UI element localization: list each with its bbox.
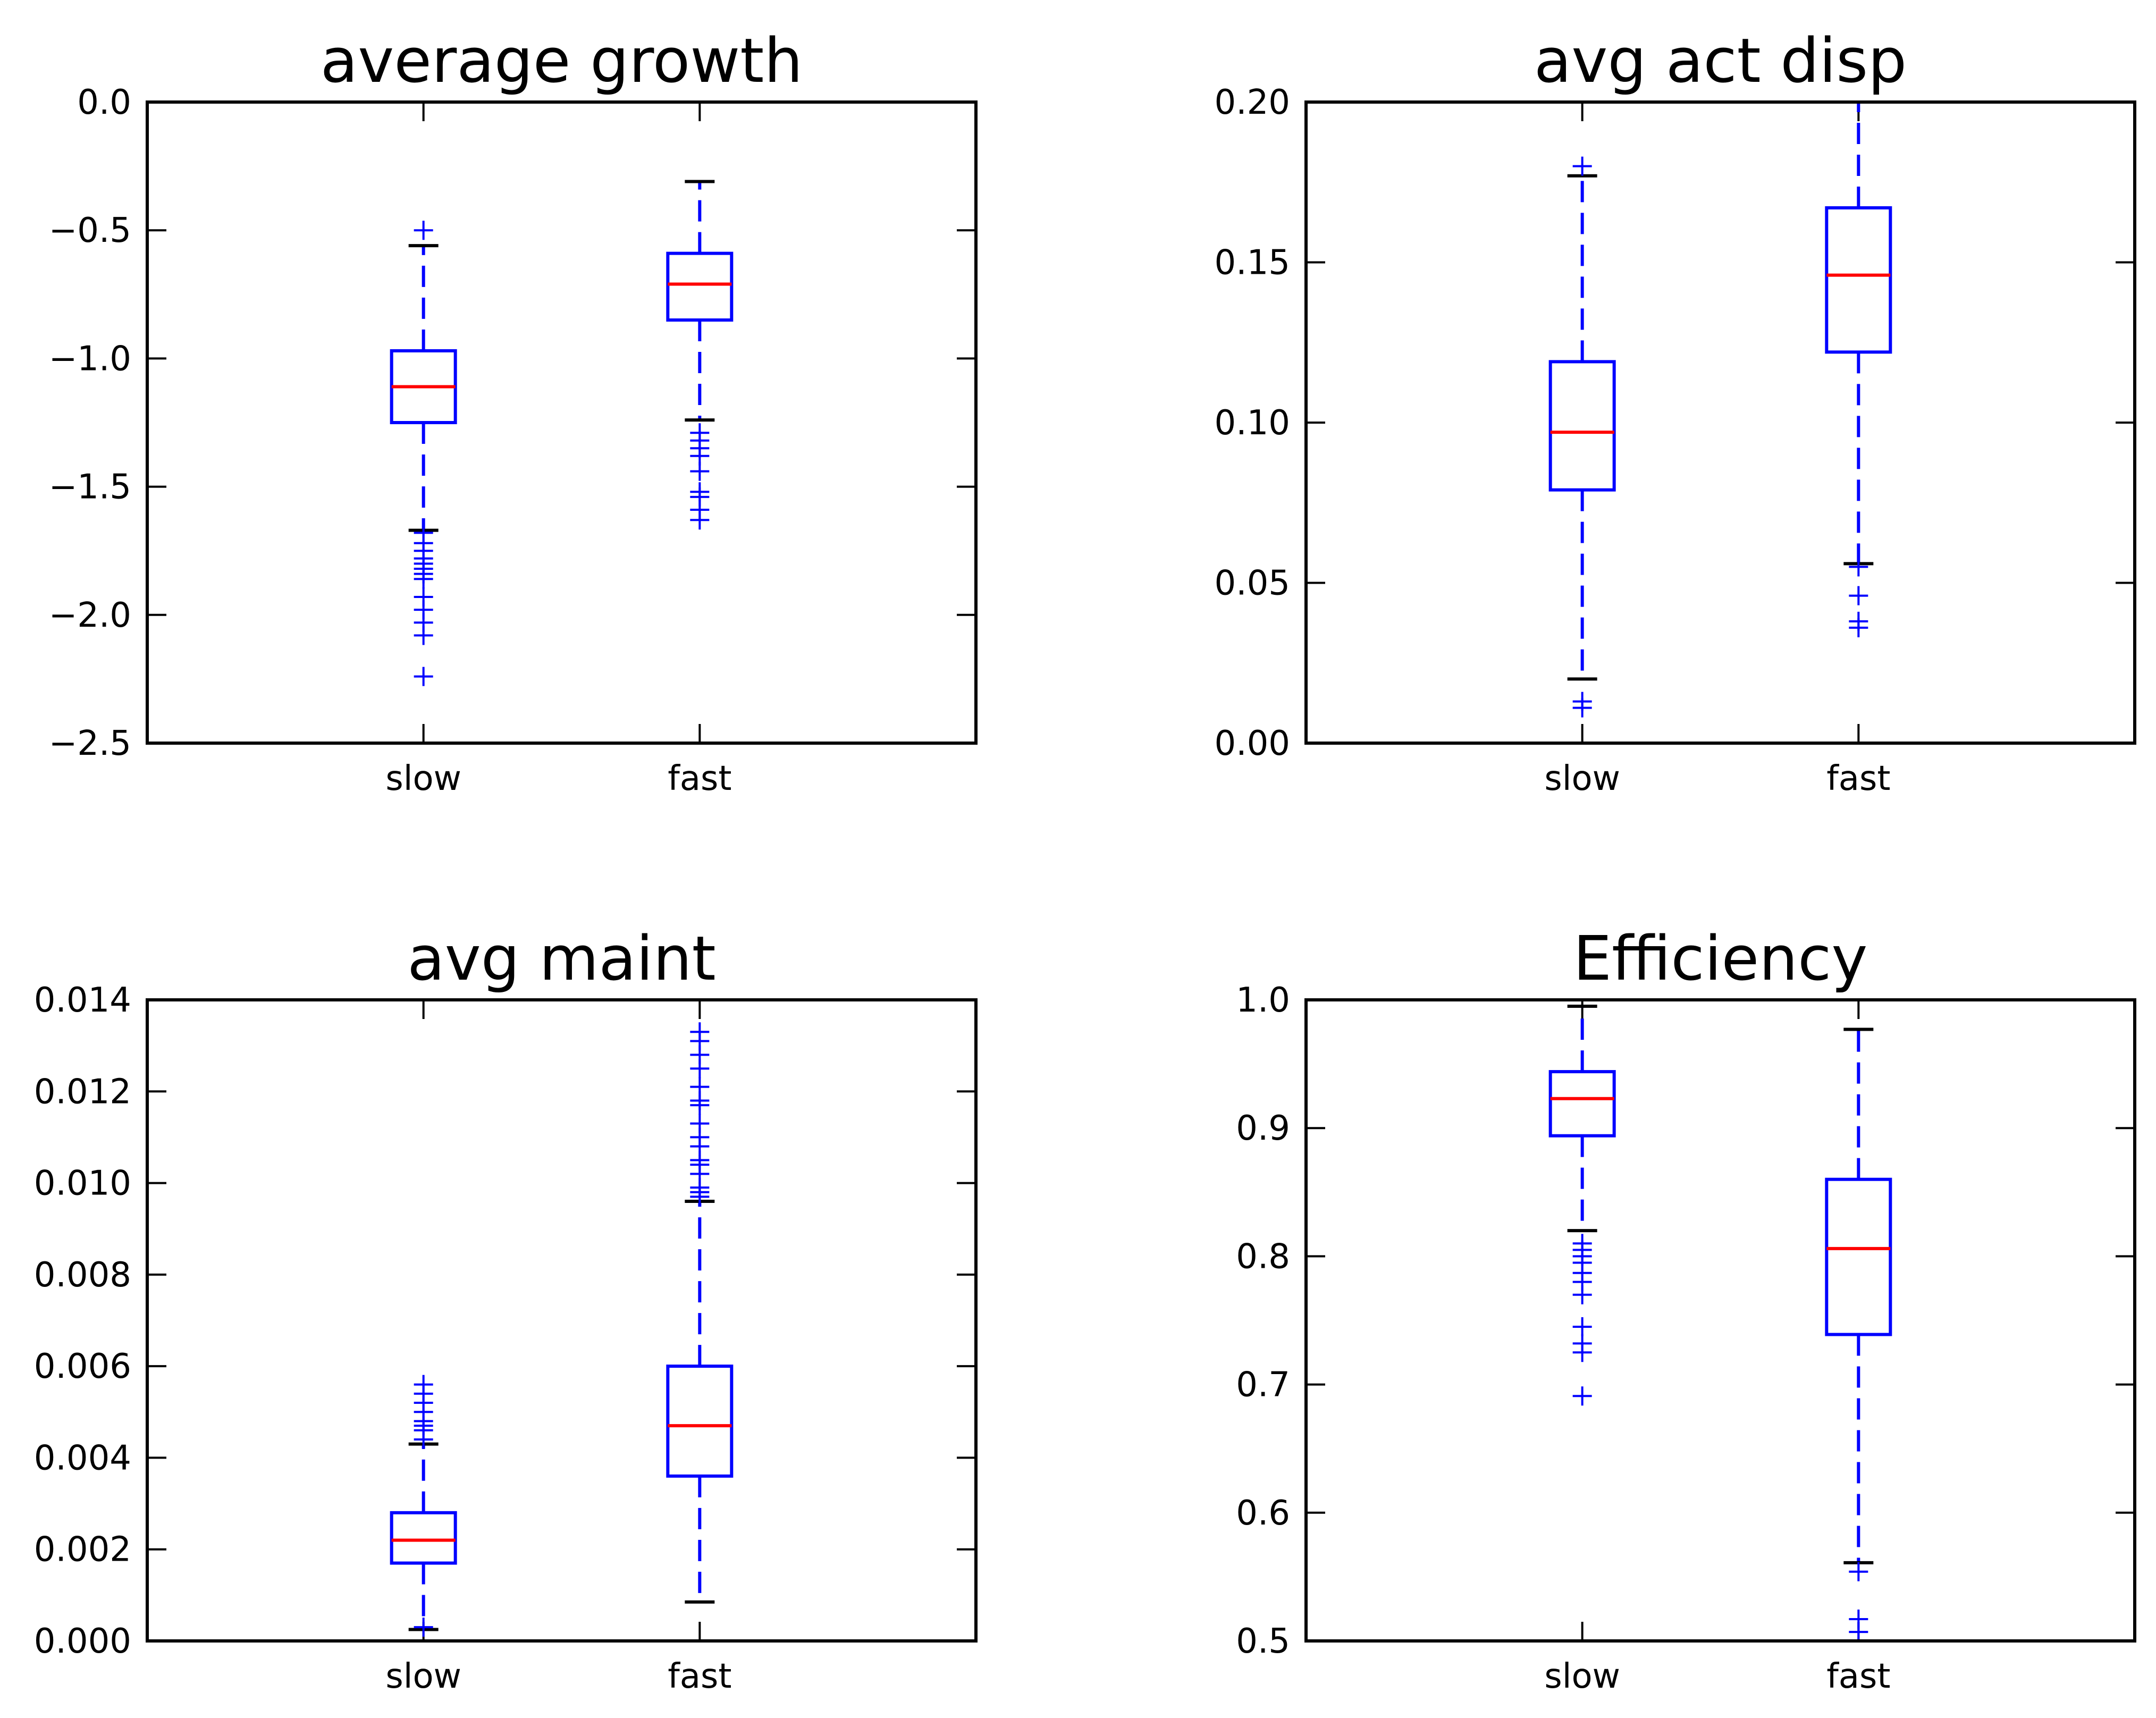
box-iqr bbox=[666, 251, 734, 322]
x-tick-label: slow bbox=[1544, 759, 1620, 798]
x-tick-label: slow bbox=[385, 759, 461, 798]
y-tick-label: 0.5 bbox=[1236, 1622, 1290, 1661]
plot-frame bbox=[1304, 998, 2136, 1643]
outlier-marker bbox=[1572, 156, 1592, 176]
y-tick-label: 0.0 bbox=[77, 83, 131, 122]
y-tick-label: 1.0 bbox=[1236, 981, 1290, 1020]
outlier-marker bbox=[414, 626, 433, 645]
outlier-marker bbox=[1572, 1343, 1592, 1362]
x-tick-label: slow bbox=[1544, 1657, 1620, 1696]
outlier-marker bbox=[1572, 1317, 1592, 1337]
box-iqr bbox=[1825, 206, 1892, 354]
outlier-marker bbox=[1849, 586, 1868, 605]
outlier-marker bbox=[1572, 1386, 1592, 1406]
y-tick-label: −2.5 bbox=[49, 724, 131, 763]
plot-frame bbox=[146, 100, 978, 745]
y-tick-label: −0.5 bbox=[49, 211, 131, 250]
outlier-marker bbox=[414, 1618, 433, 1637]
y-tick-label: 0.00 bbox=[1215, 724, 1291, 763]
y-tick-label: −1.0 bbox=[49, 339, 131, 378]
y-tick-label: 0.7 bbox=[1236, 1366, 1290, 1405]
box-slow bbox=[1548, 156, 1616, 718]
box-fast bbox=[1825, 1028, 1892, 1642]
chart-title: avg maint bbox=[407, 923, 716, 995]
box-slow bbox=[390, 1375, 457, 1637]
y-tick-label: 0.20 bbox=[1215, 83, 1291, 122]
outlier-marker bbox=[1849, 1622, 1868, 1642]
y-tick-label: 0.05 bbox=[1215, 564, 1291, 603]
box-fast bbox=[666, 180, 734, 530]
y-tick-label: −2.0 bbox=[49, 596, 131, 635]
outlier-marker bbox=[690, 1077, 710, 1097]
y-tick-label: 0.004 bbox=[34, 1438, 131, 1478]
x-tick-label: fast bbox=[1826, 759, 1890, 798]
plot-frame bbox=[1304, 100, 2136, 745]
y-tick-label: 0.6 bbox=[1236, 1494, 1290, 1533]
outlier-marker bbox=[1572, 1285, 1592, 1304]
chart-panel-4: Efficiency 0.5 0.6 0.7 0.8 0.9 1.0 slow fast bbox=[1236, 923, 2136, 1696]
outlier-marker bbox=[690, 510, 710, 530]
y-tick-label: 0.006 bbox=[34, 1347, 131, 1386]
y-tick-label: −1.5 bbox=[49, 468, 131, 507]
outlier-marker bbox=[1849, 618, 1868, 637]
box-fast bbox=[1825, 100, 1892, 637]
outlier-marker bbox=[1849, 1562, 1868, 1581]
box-iqr bbox=[1548, 1070, 1616, 1138]
box-iqr bbox=[1825, 1177, 1892, 1336]
x-tick-label: fast bbox=[668, 759, 731, 798]
outlier-marker bbox=[690, 461, 710, 481]
y-tick-label: 0.014 bbox=[34, 981, 131, 1020]
chart-title: avg act disp bbox=[1534, 26, 1907, 97]
outlier-marker bbox=[690, 1022, 710, 1042]
y-tick-label: 0.9 bbox=[1236, 1109, 1290, 1148]
y-tick-label: 0.000 bbox=[34, 1622, 131, 1661]
x-tick-label: fast bbox=[668, 1657, 731, 1696]
outlier-marker bbox=[414, 569, 433, 589]
x-tick-label: slow bbox=[385, 1657, 461, 1696]
chart-title: average growth bbox=[321, 26, 803, 97]
y-tick-label: 0.012 bbox=[34, 1072, 131, 1111]
outlier-marker bbox=[690, 1114, 710, 1133]
plot-frame bbox=[146, 998, 978, 1643]
chart-panel-1: average growth 0.0 −0.5 −1.0 −1.5 −2.0 −2.5 slo… bbox=[49, 26, 978, 798]
box-iqr bbox=[390, 1511, 457, 1565]
box-iqr bbox=[666, 1365, 734, 1478]
box-slow bbox=[1548, 1005, 1616, 1406]
outlier-marker bbox=[1572, 698, 1592, 718]
outlier-marker bbox=[414, 221, 433, 240]
outlier-marker bbox=[414, 1375, 433, 1394]
y-tick-label: 0.002 bbox=[34, 1530, 131, 1570]
box-slow bbox=[390, 221, 457, 686]
y-tick-label: 0.10 bbox=[1215, 403, 1291, 443]
chart-title: Efficiency bbox=[1573, 923, 1868, 995]
chart-panel-2: avg act disp 0.00 0.05 0.10 0.15 0.20 slow fast bbox=[1215, 26, 2136, 798]
y-tick-label: 0.15 bbox=[1215, 243, 1291, 283]
y-tick-label: 0.008 bbox=[34, 1256, 131, 1295]
chart-panel-3: avg maint 0.000 0.002 0.004 0.006 0.008 0.010 0… bbox=[34, 923, 978, 1696]
outlier-marker bbox=[414, 667, 433, 686]
box-fast bbox=[666, 1022, 734, 1604]
y-tick-label: 0.8 bbox=[1236, 1237, 1290, 1276]
box-iqr bbox=[1548, 360, 1616, 492]
outlier-marker bbox=[1849, 557, 1868, 577]
y-tick-label: 0.010 bbox=[34, 1164, 131, 1203]
x-tick-label: fast bbox=[1826, 1657, 1890, 1696]
